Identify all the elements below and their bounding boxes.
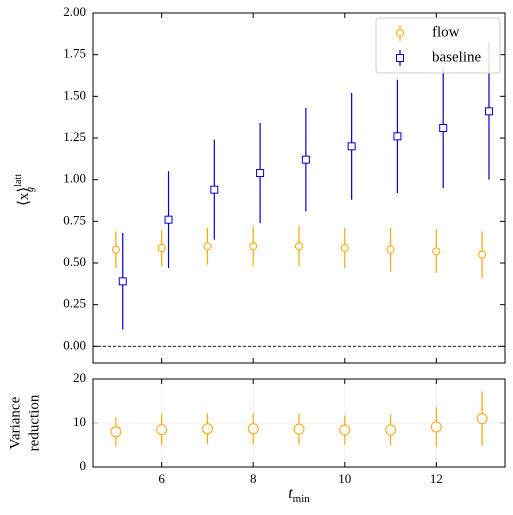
- marker: [347, 142, 356, 151]
- y-tick-label: 1.75: [63, 46, 86, 61]
- y-axis-label: ⟨x⟩lattg: [13, 174, 36, 206]
- marker: [385, 424, 397, 436]
- y-tick-label: 0.25: [63, 296, 86, 311]
- marker: [110, 426, 122, 438]
- marker: [210, 185, 219, 194]
- legend-label: baseline: [432, 49, 481, 65]
- marker: [164, 215, 173, 224]
- marker: [111, 245, 120, 254]
- marker: [118, 277, 127, 286]
- marker: [293, 423, 305, 435]
- marker: [157, 244, 166, 252]
- marker: [247, 423, 259, 435]
- y-tick-label: 1.00: [63, 171, 86, 186]
- legend-box: [375, 17, 501, 74]
- y-tick-label: 0.00: [63, 337, 86, 352]
- marker: [386, 245, 395, 254]
- marker: [156, 424, 168, 436]
- y-tick-label: 20: [73, 370, 86, 385]
- y-tick-label: 10: [73, 414, 86, 429]
- marker: [249, 242, 258, 251]
- marker: [201, 423, 213, 435]
- y-tick-label: 2.00: [63, 4, 86, 19]
- marker: [340, 244, 349, 252]
- label-sup: latt: [13, 174, 24, 187]
- y-axis-label: Variance: [7, 396, 23, 449]
- x-tick-label: 10: [338, 471, 351, 486]
- marker: [203, 242, 212, 251]
- y-tick-label: 1.50: [63, 87, 86, 102]
- y-tick-label: 0.75: [63, 212, 86, 227]
- marker: [301, 155, 310, 164]
- legend-label: flow: [432, 24, 460, 40]
- marker: [295, 242, 303, 251]
- plot-frame: [92, 12, 506, 364]
- marker: [393, 132, 402, 141]
- y-tick-label: 1.25: [63, 129, 86, 144]
- marker: [484, 107, 493, 116]
- marker: [439, 124, 448, 132]
- legend-symbol: [396, 29, 404, 37]
- marker: [256, 169, 265, 177]
- x-tick-label: 12: [430, 471, 443, 486]
- x-tick-label: 6: [158, 471, 165, 486]
- y-tick-label: 0: [80, 458, 87, 473]
- marker: [478, 250, 487, 259]
- marker: [430, 421, 442, 433]
- x-axis-label: tmin: [288, 485, 310, 505]
- legend-symbol: [396, 54, 404, 62]
- label-base: ⟨x⟩: [16, 187, 32, 206]
- label-base: t: [288, 485, 293, 502]
- marker: [476, 413, 488, 425]
- plot-frame: [92, 378, 506, 468]
- marker: [432, 247, 441, 256]
- label-sub: g: [25, 187, 36, 192]
- marker: [339, 424, 351, 436]
- y-axis-label: reduction: [26, 394, 42, 451]
- x-tick-label: 8: [250, 471, 257, 486]
- label-sub: min: [293, 493, 311, 505]
- y-tick-label: 0.50: [63, 254, 86, 269]
